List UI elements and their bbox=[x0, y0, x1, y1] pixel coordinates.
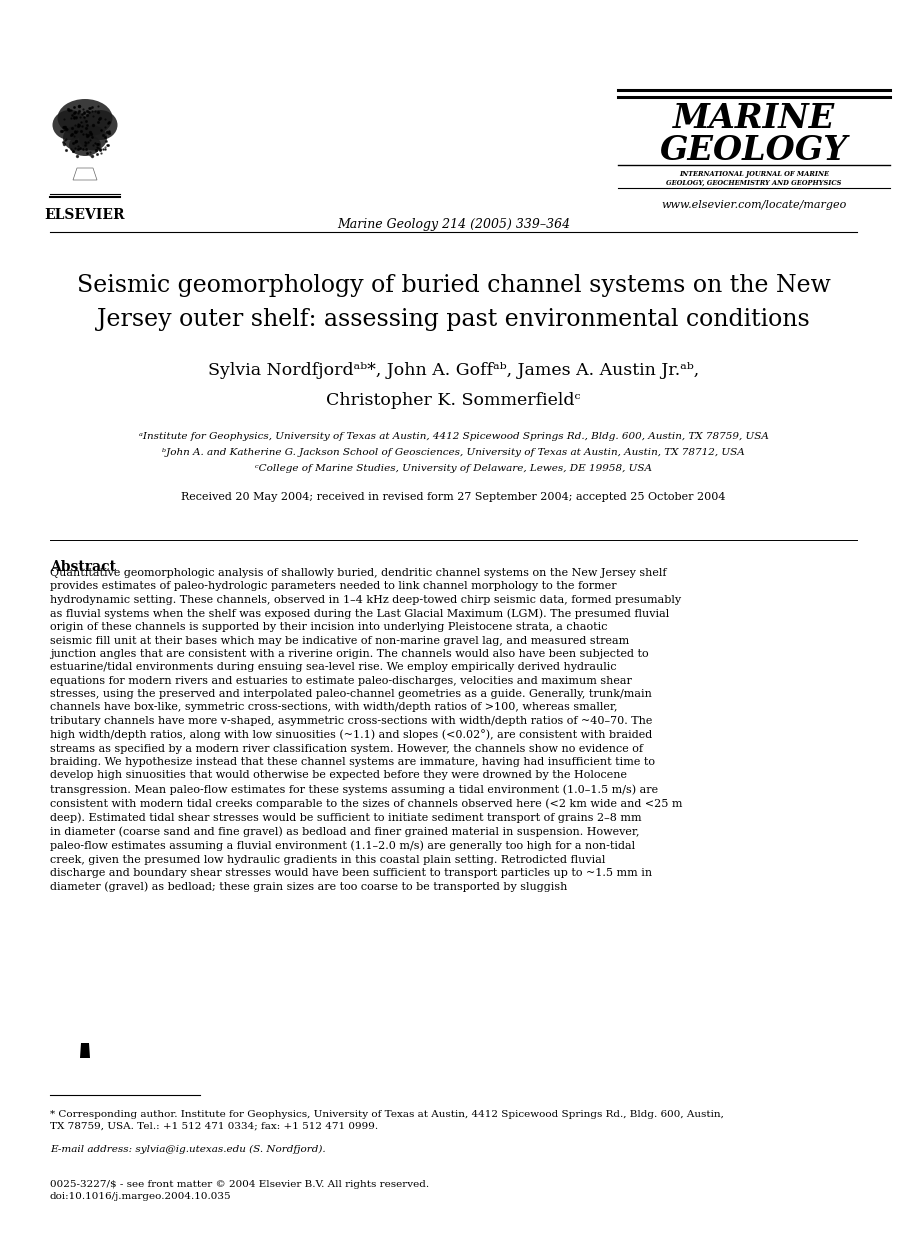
Ellipse shape bbox=[53, 110, 87, 140]
Text: GEOLOGY: GEOLOGY bbox=[660, 134, 848, 167]
Ellipse shape bbox=[57, 99, 112, 137]
Text: Quantitative geomorphologic analysis of shallowly buried, dendritic channel syst: Quantitative geomorphologic analysis of … bbox=[50, 568, 682, 893]
Polygon shape bbox=[80, 1042, 90, 1058]
Text: www.elsevier.com/locate/margeo: www.elsevier.com/locate/margeo bbox=[661, 201, 847, 210]
Text: Sylvia Nordfjordᵃᵇ*, John A. Goffᵃᵇ, James A. Austin Jr.ᵃᵇ,: Sylvia Nordfjordᵃᵇ*, John A. Goffᵃᵇ, Jam… bbox=[208, 361, 699, 379]
Ellipse shape bbox=[69, 134, 101, 156]
Ellipse shape bbox=[63, 125, 91, 151]
Text: INTERNATIONAL JOURNAL OF MARINE: INTERNATIONAL JOURNAL OF MARINE bbox=[679, 170, 829, 178]
Text: ᵇJohn A. and Katherine G. Jackson School of Geosciences, University of Texas at : ᵇJohn A. and Katherine G. Jackson School… bbox=[162, 448, 745, 457]
Ellipse shape bbox=[79, 125, 107, 151]
Text: ᵃInstitute for Geophysics, University of Texas at Austin, 4412 Spicewood Springs: ᵃInstitute for Geophysics, University of… bbox=[139, 432, 768, 441]
Text: ELSEVIER: ELSEVIER bbox=[44, 208, 125, 222]
Text: 0025-3227/$ - see front matter © 2004 Elsevier B.V. All rights reserved.
doi:10.: 0025-3227/$ - see front matter © 2004 El… bbox=[50, 1180, 429, 1201]
Text: Received 20 May 2004; received in revised form 27 September 2004; accepted 25 Oc: Received 20 May 2004; received in revise… bbox=[181, 491, 726, 501]
Text: Abstract: Abstract bbox=[50, 560, 116, 574]
Text: ᶜCollege of Marine Studies, University of Delaware, Lewes, DE 19958, USA: ᶜCollege of Marine Studies, University o… bbox=[255, 464, 652, 473]
Text: * Corresponding author. Institute for Geophysics, University of Texas at Austin,: * Corresponding author. Institute for Ge… bbox=[50, 1110, 724, 1130]
Text: MARINE: MARINE bbox=[673, 102, 835, 135]
Text: Christopher K. Sommerfieldᶜ: Christopher K. Sommerfieldᶜ bbox=[327, 392, 580, 409]
Polygon shape bbox=[73, 168, 97, 180]
Text: Seismic geomorphology of buried channel systems on the New: Seismic geomorphology of buried channel … bbox=[76, 274, 831, 297]
Text: Jersey outer shelf: assessing past environmental conditions: Jersey outer shelf: assessing past envir… bbox=[97, 308, 810, 331]
Text: E-mail address: sylvia@ig.utexas.edu (S. Nordfjord).: E-mail address: sylvia@ig.utexas.edu (S.… bbox=[50, 1145, 326, 1154]
Text: Marine Geology 214 (2005) 339–364: Marine Geology 214 (2005) 339–364 bbox=[336, 218, 571, 232]
Text: GEOLOGY, GEOCHEMISTRY AND GEOPHYSICS: GEOLOGY, GEOCHEMISTRY AND GEOPHYSICS bbox=[667, 180, 842, 187]
Ellipse shape bbox=[83, 110, 118, 140]
